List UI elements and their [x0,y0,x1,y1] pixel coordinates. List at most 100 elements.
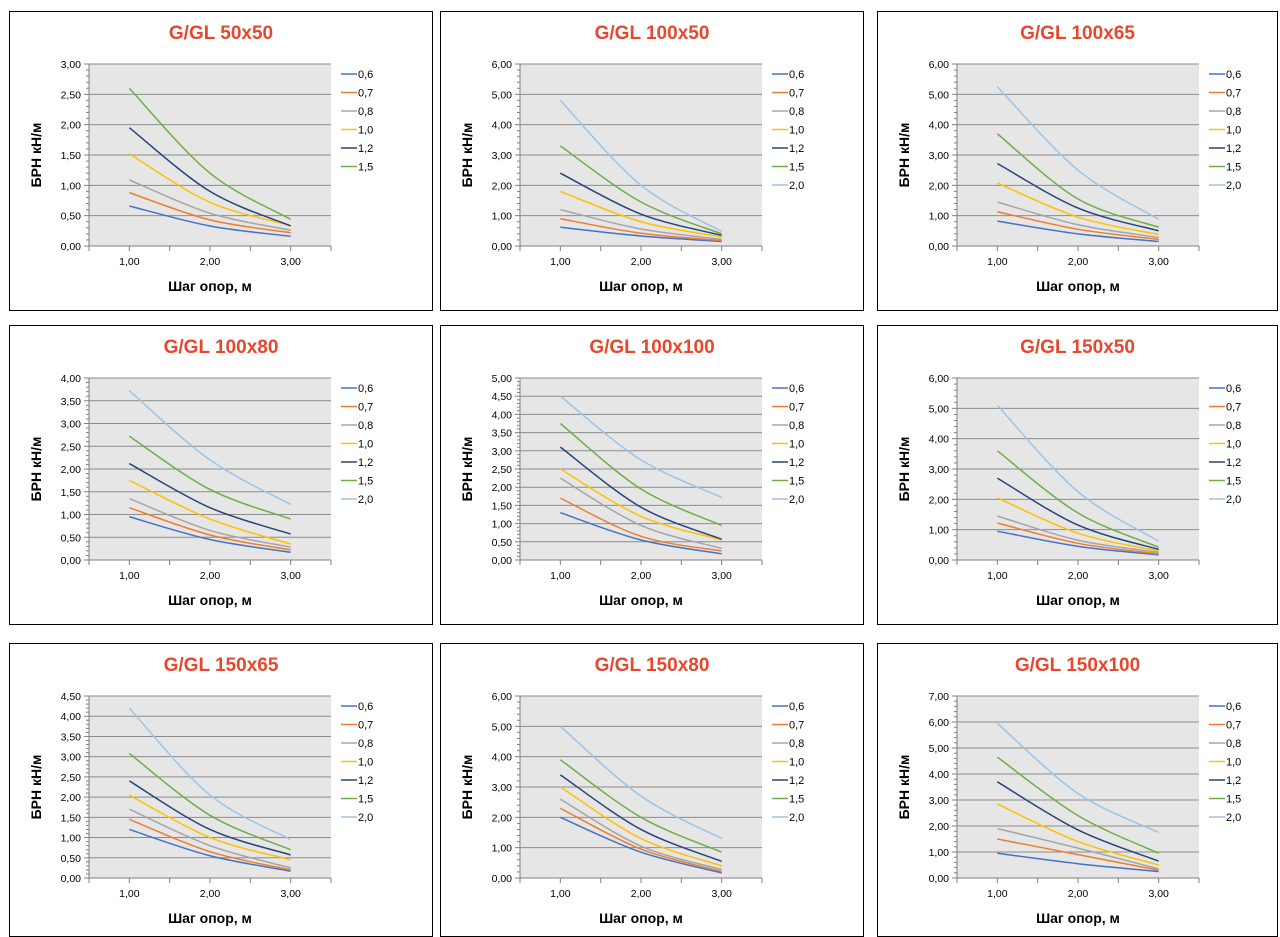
legend-label: 1,5 [358,794,373,806]
y-tick-label: 2,00 [492,180,513,192]
x-tick-label: 1,00 [119,256,140,268]
x-axis-title: Шаг опор, м [599,910,683,926]
series-line [996,86,1160,220]
y-tick-label: 3,00 [61,752,82,764]
series-line [997,852,1159,873]
legend-label: 1,5 [1226,162,1241,174]
y-tick-label: 2,00 [61,120,82,132]
x-tick-label: 2,00 [1068,888,1089,900]
series-line [128,390,292,506]
legend-label: 1,0 [358,757,373,769]
series-line [996,781,1159,862]
legend-label: 0,6 [789,701,804,713]
series-line [997,803,1159,866]
y-tick-label: 1,50 [492,500,513,512]
y-tick-label: 2,00 [929,494,950,506]
x-tick-label: 1,00 [550,256,571,268]
chart-title: G/GL 100x100 [589,337,714,358]
y-tick-label: 1,50 [61,150,82,162]
legend-label: 0,6 [358,701,373,713]
series-line [559,725,723,840]
legend-label: 1,0 [789,125,804,137]
y-tick-label: 6,00 [492,691,513,703]
y-tick-label: 4,00 [492,120,513,132]
chart: G/GL 150x50 0,00 1,00 2,00 3,00 4,00 5,00 6,00 1… [877,325,1278,625]
legend-label: 0,8 [358,738,373,750]
y-axis-title: БРН кН/м [28,437,44,502]
legend-label: 2,0 [789,494,804,506]
y-tick-label: 7,00 [929,691,950,703]
x-axis-title: Шаг опор, м [599,278,683,294]
y-axis-title: БРН кН/м [459,123,475,188]
x-tick-label: 2,00 [200,888,221,900]
y-tick-label: 0,00 [929,555,950,567]
y-tick-label: 2,00 [929,180,950,192]
y-axis-title: БРН кН/м [28,123,44,188]
legend-label: 2,0 [1226,180,1241,192]
y-axis-title: БРН кН/м [28,755,44,820]
legend-label: 0,7 [1226,720,1241,732]
series-line [997,182,1159,236]
legend-label: 1,0 [1226,757,1241,769]
x-axis-title: Шаг опор, м [168,278,252,294]
series-line [559,786,722,867]
x-axis-title: Шаг опор, м [1036,910,1120,926]
x-tick-label: 3,00 [280,256,301,268]
series-line [997,827,1159,870]
y-tick-label: 3,00 [929,150,950,162]
series-line [128,780,291,856]
legend-label: 0,8 [358,106,373,118]
y-tick-label: 0,00 [492,241,513,253]
legend-label: 0,6 [358,383,373,395]
series-line [560,217,722,242]
y-tick-label: 1,00 [492,211,513,223]
y-tick-label: 1,00 [929,847,950,859]
x-tick-label: 2,00 [631,888,652,900]
y-tick-label: 3,00 [61,59,82,71]
series-line [997,838,1159,871]
series-line [560,208,722,241]
legend-label: 1,0 [789,439,804,451]
y-tick-label: 0,00 [492,555,513,567]
legend-label: 0,6 [1226,701,1241,713]
series-line [996,477,1159,551]
y-tick-label: 0,00 [929,873,950,885]
series-line [559,395,722,499]
x-tick-label: 1,00 [550,888,571,900]
series-line [559,422,722,527]
chart: G/GL 100x80 0,00 0,50 1,00 1,50 2,00 2,50 3,00 3… [9,325,433,625]
y-tick-label: 0,50 [492,537,513,549]
y-tick-label: 2,00 [61,464,82,476]
y-tick-label: 6,00 [492,59,513,71]
legend-label: 1,2 [1226,143,1241,155]
legend-label: 0,7 [789,402,804,414]
legend-label: 0,6 [789,383,804,395]
y-axis-title: БРН кН/м [896,123,912,188]
series-line [129,808,291,869]
x-tick-label: 1,00 [550,570,571,582]
legend-label: 0,6 [1226,69,1241,81]
legend-label: 1,2 [789,143,804,155]
x-tick-label: 3,00 [711,256,732,268]
legend-label: 1,0 [1226,439,1241,451]
y-tick-label: 4,50 [492,391,513,403]
legend-label: 1,0 [789,757,804,769]
series-line [129,516,291,554]
y-tick-label: 6,00 [929,59,950,71]
y-tick-label: 3,00 [492,446,513,458]
series-line [559,172,722,237]
x-tick-label: 3,00 [1148,888,1169,900]
y-tick-label: 5,00 [929,743,950,755]
chart: G/GL 50x50 0,00 0,50 1,00 1,50 2,00 2,50 3,00 1,… [9,11,433,311]
chart-title: G/GL 100x80 [164,337,279,358]
series-line [559,807,722,873]
y-tick-label: 1,00 [61,510,82,522]
legend-label: 0,7 [789,720,804,732]
x-tick-label: 3,00 [280,570,301,582]
legend-label: 1,2 [789,457,804,469]
y-tick-label: 0,50 [61,211,82,223]
legend-label: 0,7 [358,402,373,414]
legend-label: 1,5 [789,476,804,488]
y-tick-label: 5,00 [929,403,950,415]
y-axis-title: БРН кН/м [896,755,912,820]
